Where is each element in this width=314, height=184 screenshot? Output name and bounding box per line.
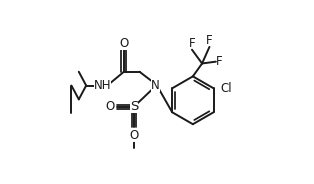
Text: O: O — [129, 129, 138, 142]
Text: O: O — [119, 37, 128, 50]
Text: S: S — [130, 100, 138, 113]
Text: O: O — [106, 100, 115, 113]
Text: NH: NH — [94, 79, 111, 92]
Text: F: F — [216, 55, 223, 68]
Text: Cl: Cl — [221, 82, 232, 95]
Text: N: N — [151, 79, 160, 92]
Text: F: F — [206, 34, 213, 47]
Text: F: F — [189, 37, 195, 50]
